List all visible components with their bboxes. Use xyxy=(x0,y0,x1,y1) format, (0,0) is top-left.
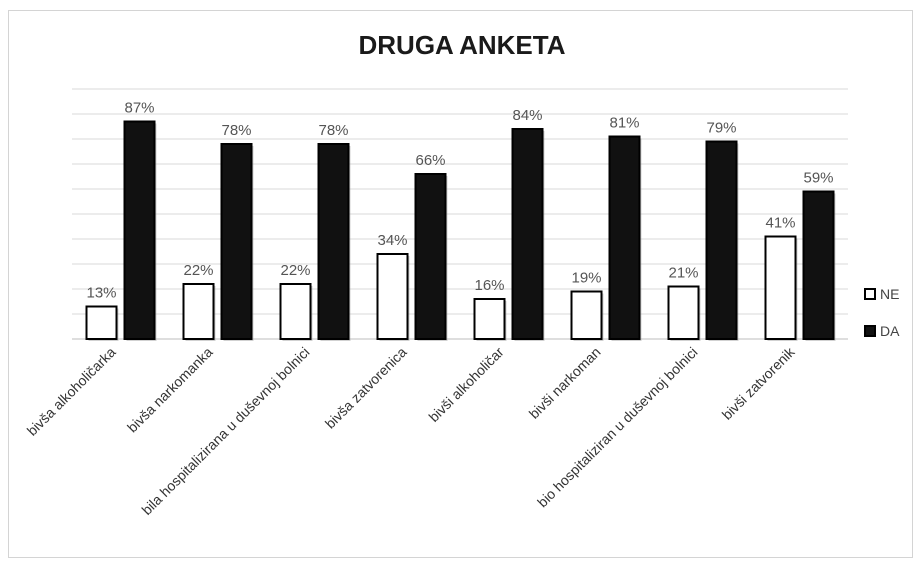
data-label-ne: 19% xyxy=(571,270,601,287)
chart-frame xyxy=(8,10,913,558)
category-label: bivši zatvorenik xyxy=(719,343,799,423)
chart-title: DRUGA ANKETA xyxy=(358,30,565,60)
bar-da xyxy=(802,190,835,340)
category-label: bivša alkoholičarka xyxy=(24,344,119,439)
bar-ne xyxy=(667,285,700,340)
data-label-ne: 22% xyxy=(280,262,310,279)
bar-da xyxy=(414,173,447,340)
bar-ne xyxy=(473,298,506,340)
legend-label-ne: NE xyxy=(880,286,899,302)
category-label: bivša zatvorenica xyxy=(322,344,410,432)
legend-label-da: DA xyxy=(880,323,900,339)
category-label: bivši alkoholičar xyxy=(425,344,506,425)
legend-swatch-ne xyxy=(864,288,876,300)
data-label-ne: 41% xyxy=(765,215,795,232)
data-label-ne: 21% xyxy=(668,265,698,282)
bars xyxy=(85,120,836,341)
bar-ne xyxy=(85,305,118,340)
data-label-da: 87% xyxy=(124,100,154,117)
bar-da xyxy=(608,135,641,340)
category-label: bivši narkoman xyxy=(526,344,604,422)
bar-da xyxy=(511,128,544,340)
bar-da xyxy=(123,120,156,340)
data-label-da: 84% xyxy=(512,107,542,124)
data-label-da: 78% xyxy=(318,122,348,139)
category-label: bio hospitaliziran u duševnoj bolnici xyxy=(534,344,701,511)
bar-ne xyxy=(764,235,797,340)
data-label-ne: 13% xyxy=(86,285,116,302)
x-axis: bivša alkoholičarka bivša narkomankabila … xyxy=(24,343,799,518)
bar-ne xyxy=(182,283,215,340)
data-labels: 13% 87% 22% 78% 22% 78% 34% 66% 16% 84% 19% 81% 21% 7… xyxy=(86,100,833,302)
bar-da xyxy=(220,143,253,340)
category-label: bivša narkomanka xyxy=(124,344,216,436)
data-label-da: 78% xyxy=(221,122,251,139)
data-label-da: 79% xyxy=(706,120,736,137)
bar-ne xyxy=(376,253,409,340)
data-label-da: 66% xyxy=(415,152,445,169)
data-label-ne: 22% xyxy=(183,262,213,279)
data-label-ne: 34% xyxy=(377,232,407,249)
legend-swatch-da xyxy=(864,325,876,337)
bar-ne xyxy=(570,290,603,340)
category-label: bila hospitalizirana u duševnoj bolnici xyxy=(138,344,312,518)
bar-da xyxy=(705,140,738,340)
data-label-ne: 16% xyxy=(474,277,504,294)
bar-da xyxy=(317,143,350,340)
bar-ne xyxy=(279,283,312,340)
data-label-da: 59% xyxy=(803,170,833,187)
data-label-da: 81% xyxy=(609,115,639,132)
legend: NE DA xyxy=(864,286,900,339)
